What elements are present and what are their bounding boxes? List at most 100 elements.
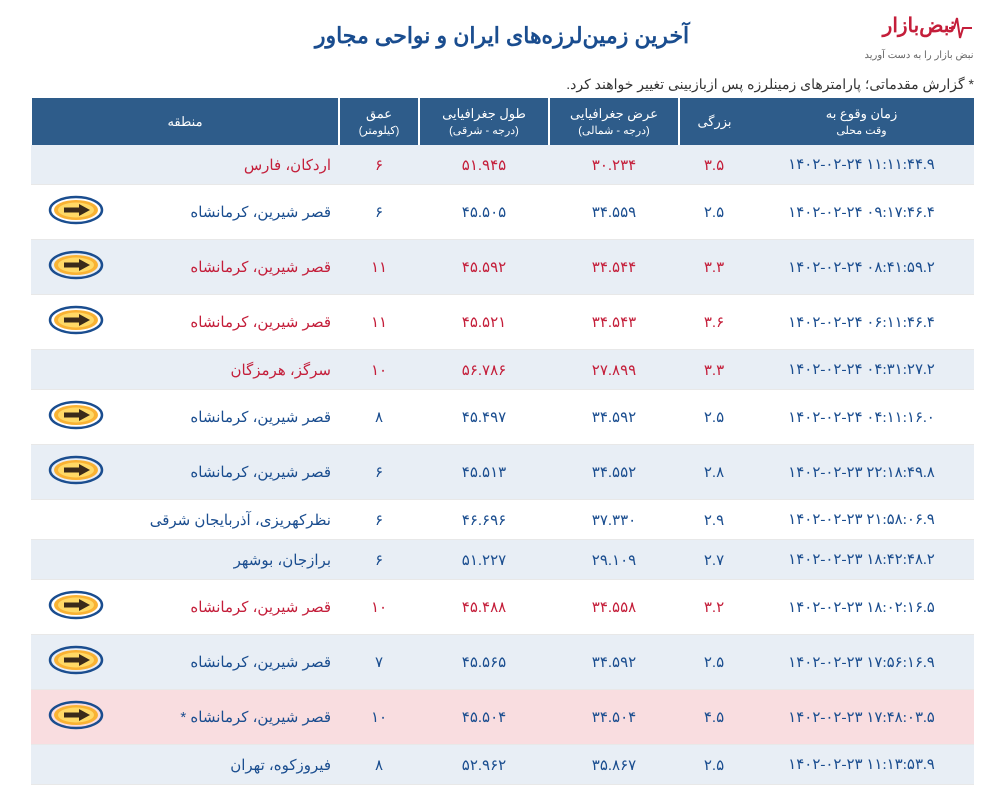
table-row[interactable]: ۱۴۰۲-۰۲-۲۳ ۱۸:۴۲:۴۸.۲۲.۷۲۹.۱۰۹۵۱.۲۲۷۶برا…: [31, 540, 974, 580]
table-row[interactable]: ۱۴۰۲-۰۲-۲۳ ۲۲:۱۸:۴۹.۸۲.۸۳۴.۵۵۲۴۵.۵۱۳۶قصر…: [31, 445, 974, 500]
cell-icon: [31, 390, 121, 445]
header-time-sub: وقت محلی: [755, 124, 968, 137]
arrow-icon: [48, 645, 104, 675]
cell-time: ۱۴۰۲-۰۲-۲۴ ۱۱:۱۱:۴۴.۹: [749, 145, 974, 185]
cell-longitude: ۴۵.۵۱۳: [419, 445, 549, 500]
cell-region: اردکان، فارس: [121, 145, 339, 185]
header-time-label: زمان وقوع به: [826, 106, 898, 121]
cell-depth: ۱۰: [339, 580, 419, 635]
cell-icon: [31, 500, 121, 540]
cell-longitude: ۴۵.۴۸۸: [419, 580, 549, 635]
cell-longitude: ۴۶.۶۹۶: [419, 500, 549, 540]
cell-longitude: ۵۶.۷۸۶: [419, 350, 549, 390]
cell-magnitude: ۲.۷: [679, 540, 749, 580]
page-title: آخرین زمین‌لرزه‌های ایران و نواحی مجاور: [140, 23, 864, 49]
cell-longitude: ۴۵.۴۹۷: [419, 390, 549, 445]
cell-region: قصر شیرین، کرمانشاه: [121, 390, 339, 445]
cell-longitude: ۴۵.۵۲۱: [419, 295, 549, 350]
cell-time: ۱۴۰۲-۰۲-۲۴ ۰۹:۱۷:۴۶.۴: [749, 185, 974, 240]
cell-depth: ۶: [339, 500, 419, 540]
cell-depth: ۸: [339, 390, 419, 445]
cell-region: قصر شیرین، کرمانشاه: [121, 295, 339, 350]
cell-longitude: ۴۵.۵۰۴: [419, 690, 549, 745]
cell-depth: ۸: [339, 745, 419, 785]
table-row[interactable]: ۱۴۰۲-۰۲-۲۳ ۱۸:۰۲:۱۶.۵۳.۲۳۴.۵۵۸۴۵.۴۸۸۱۰قص…: [31, 580, 974, 635]
cell-latitude: ۳۴.۵۹۲: [549, 635, 679, 690]
cell-depth: ۶: [339, 185, 419, 240]
header-longitude: طول جغرافیایی (درجه - شرقی): [419, 98, 549, 145]
table-row[interactable]: ۱۴۰۲-۰۲-۲۴ ۰۸:۴۱:۵۹.۲۳.۳۳۴.۵۴۴۴۵.۵۹۲۱۱قص…: [31, 240, 974, 295]
header-depth-sub: (کیلومتر): [346, 124, 412, 137]
cell-depth: ۱۱: [339, 240, 419, 295]
cell-latitude: ۲۹.۱۰۹: [549, 540, 679, 580]
cell-latitude: ۳۴.۵۵۲: [549, 445, 679, 500]
header-latitude: عرض جغرافیایی (درجه - شمالی): [549, 98, 679, 145]
cell-region: سرگز، هرمزگان: [121, 350, 339, 390]
cell-magnitude: ۲.۵: [679, 185, 749, 240]
arrow-icon: [48, 305, 104, 335]
cell-longitude: ۴۵.۵۹۲: [419, 240, 549, 295]
cell-latitude: ۳۴.۵۹۲: [549, 390, 679, 445]
header-depth: عمق (کیلومتر): [339, 98, 419, 145]
cell-time: ۱۴۰۲-۰۲-۲۴ ۰۶:۱۱:۴۶.۴: [749, 295, 974, 350]
header-lon-sub: (درجه - شرقی): [426, 124, 542, 137]
table-row[interactable]: ۱۴۰۲-۰۲-۲۴ ۰۹:۱۷:۴۶.۴۲.۵۳۴.۵۵۹۴۵.۵۰۵۶قصر…: [31, 185, 974, 240]
header-lat-sub: (درجه - شمالی): [556, 124, 672, 137]
cell-latitude: ۳۴.۵۴۴: [549, 240, 679, 295]
cell-depth: ۱۰: [339, 350, 419, 390]
cell-magnitude: ۳.۳: [679, 350, 749, 390]
header-lat-label: عرض جغرافیایی: [570, 106, 658, 121]
table-row[interactable]: ۱۴۰۲-۰۲-۲۴ ۰۶:۱۱:۴۶.۴۳.۶۳۴.۵۴۳۴۵.۵۲۱۱۱قص…: [31, 295, 974, 350]
cell-magnitude: ۳.۲: [679, 580, 749, 635]
cell-region: قصر شیرین، کرمانشاه: [121, 580, 339, 635]
cell-latitude: ۳۰.۲۳۴: [549, 145, 679, 185]
cell-magnitude: ۲.۸: [679, 445, 749, 500]
cell-depth: ۱۰: [339, 690, 419, 745]
table-row[interactable]: ۱۴۰۲-۰۲-۲۴ ۰۴:۳۱:۲۷.۲۳.۳۲۷.۸۹۹۵۶.۷۸۶۱۰سر…: [31, 350, 974, 390]
header-lon-label: طول جغرافیایی: [442, 106, 526, 121]
cell-longitude: ۵۲.۹۶۲: [419, 745, 549, 785]
cell-icon: [31, 445, 121, 500]
cell-magnitude: ۳.۵: [679, 145, 749, 185]
cell-icon: [31, 145, 121, 185]
arrow-icon: [48, 400, 104, 430]
earthquake-table: زمان وقوع به وقت محلی بزرگی عرض جغرافیای…: [30, 98, 974, 785]
cell-latitude: ۳۴.۵۴۳: [549, 295, 679, 350]
table-row[interactable]: ۱۴۰۲-۰۲-۲۴ ۰۴:۱۱:۱۶.۰۲.۵۳۴.۵۹۲۴۵.۴۹۷۸قصر…: [31, 390, 974, 445]
table-row[interactable]: ۱۴۰۲-۰۲-۲۳ ۲۱:۵۸:۰۶.۹۲.۹۳۷.۳۳۰۴۶.۶۹۶۶نظر…: [31, 500, 974, 540]
cell-depth: ۷: [339, 635, 419, 690]
header-region: منطقه: [31, 98, 339, 145]
cell-icon: [31, 295, 121, 350]
cell-region: قصر شیرین، کرمانشاه: [121, 185, 339, 240]
cell-region: برازجان، بوشهر: [121, 540, 339, 580]
cell-icon: [31, 240, 121, 295]
cell-depth: ۶: [339, 145, 419, 185]
cell-magnitude: ۳.۶: [679, 295, 749, 350]
cell-depth: ۶: [339, 445, 419, 500]
logo-graphic: نبض‌بازار: [864, 10, 974, 50]
logo-subtitle: نبض بازار را به دست آورید: [864, 50, 973, 61]
arrow-icon: [48, 195, 104, 225]
table-row[interactable]: ۱۴۰۲-۰۲-۲۳ ۱۷:۵۶:۱۶.۹۲.۵۳۴.۵۹۲۴۵.۵۶۵۷قصر…: [31, 635, 974, 690]
cell-magnitude: ۲.۵: [679, 390, 749, 445]
cell-magnitude: ۲.۹: [679, 500, 749, 540]
cell-magnitude: ۴.۵: [679, 690, 749, 745]
cell-icon: [31, 635, 121, 690]
table-row[interactable]: ۱۴۰۲-۰۲-۲۴ ۱۱:۱۱:۴۴.۹۳.۵۳۰.۲۳۴۵۱.۹۴۵۶ارد…: [31, 145, 974, 185]
cell-depth: ۶: [339, 540, 419, 580]
cell-region: قصر شیرین، کرمانشاه *: [121, 690, 339, 745]
cell-region: قصر شیرین، کرمانشاه: [121, 635, 339, 690]
cell-latitude: ۳۵.۸۶۷: [549, 745, 679, 785]
arrow-icon: [48, 700, 104, 730]
cell-time: ۱۴۰۲-۰۲-۲۳ ۱۷:۴۸:۰۳.۵: [749, 690, 974, 745]
table-row[interactable]: ۱۴۰۲-۰۲-۲۳ ۱۷:۴۸:۰۳.۵۴.۵۳۴.۵۰۴۴۵.۵۰۴۱۰قص…: [31, 690, 974, 745]
svg-text:نبض‌بازار: نبض‌بازار: [881, 15, 956, 38]
cell-icon: [31, 745, 121, 785]
cell-magnitude: ۳.۳: [679, 240, 749, 295]
cell-time: ۱۴۰۲-۰۲-۲۳ ۱۷:۵۶:۱۶.۹: [749, 635, 974, 690]
cell-icon: [31, 185, 121, 240]
cell-latitude: ۲۷.۸۹۹: [549, 350, 679, 390]
cell-latitude: ۳۴.۵۵۹: [549, 185, 679, 240]
table-row[interactable]: ۱۴۰۲-۰۲-۲۳ ۱۱:۱۳:۵۳.۹۲.۵۳۵.۸۶۷۵۲.۹۶۲۸فیر…: [31, 745, 974, 785]
table-header: زمان وقوع به وقت محلی بزرگی عرض جغرافیای…: [31, 98, 974, 145]
